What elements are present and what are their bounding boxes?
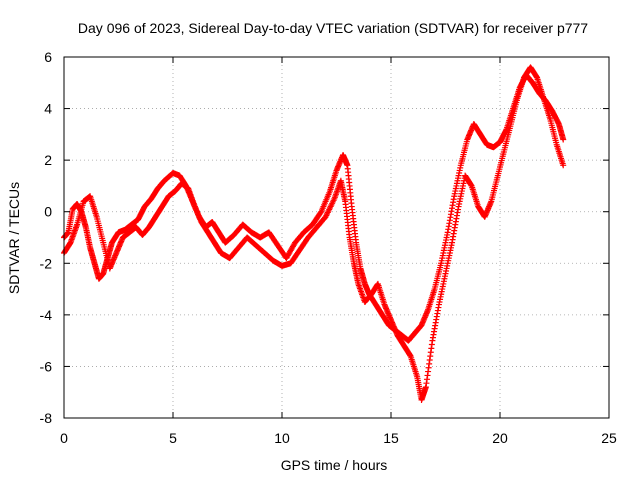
y-tick-label: -6: [40, 358, 53, 374]
y-tick-label: -8: [40, 410, 53, 426]
x-tick-label: 20: [492, 430, 508, 446]
x-tick-label: 25: [601, 430, 617, 446]
x-tick-label: 5: [169, 430, 177, 446]
grid-lines: [64, 57, 609, 418]
x-tick-label: 10: [274, 430, 290, 446]
y-tick-label: 2: [44, 152, 52, 168]
y-tick-label: 6: [44, 49, 52, 65]
data-points: [61, 64, 567, 403]
y-axis-ticks: -8 -6 -4 -2 0 2 4 6: [40, 49, 609, 426]
y-axis-label: SDTVAR / TECUs: [6, 182, 22, 294]
y-tick-label: -4: [40, 307, 53, 323]
data-point: [560, 136, 567, 143]
y-tick-label: 0: [44, 204, 52, 220]
chart-title: Day 096 of 2023, Sidereal Day-to-day VTE…: [78, 20, 588, 36]
series-1: [61, 72, 567, 344]
x-tick-label: 15: [383, 430, 399, 446]
data-point: [560, 162, 567, 169]
x-tick-label: 0: [60, 430, 68, 446]
plot-frame: [63, 56, 610, 419]
series-2: [61, 64, 567, 403]
y-tick-label: 4: [44, 101, 52, 117]
x-axis-label: GPS time / hours: [281, 457, 388, 473]
y-tick-label: -2: [40, 255, 53, 271]
x-axis-ticks: 0 5 10 15 20 25: [60, 57, 617, 446]
